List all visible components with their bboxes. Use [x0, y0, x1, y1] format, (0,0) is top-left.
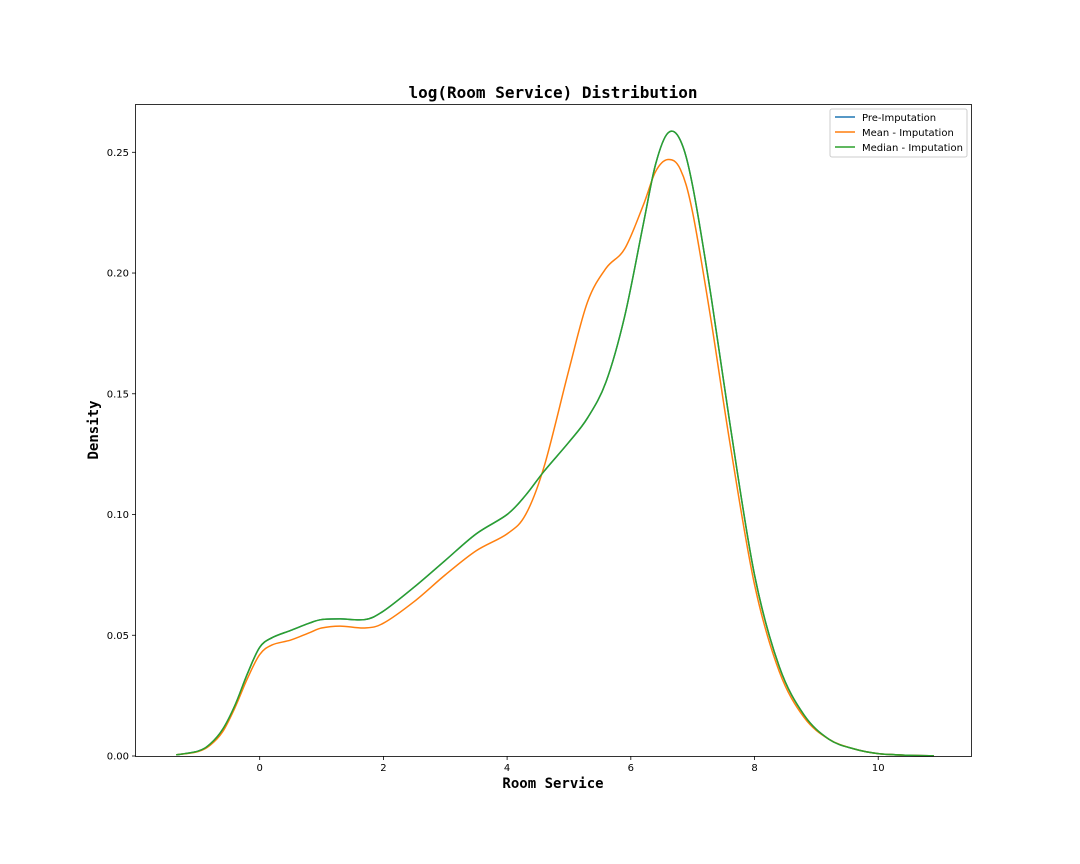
x-tick-label: 10: [872, 763, 885, 774]
chart-title: log(Room Service) Distribution: [409, 83, 698, 102]
y-axis-label: Density: [86, 400, 102, 460]
legend-label-mean-imputation: Mean - Imputation: [862, 128, 954, 139]
plot-area-frame: [135, 104, 972, 757]
y-tick-label: 0.05: [107, 631, 129, 642]
x-tick-label: 0: [257, 763, 263, 774]
series-line-median-imputation: [176, 130, 934, 757]
y-tick-label: 0.10: [107, 510, 129, 521]
y-tick-label: 0.20: [107, 269, 129, 280]
legend-label-median-imputation: Median - Imputation: [862, 143, 963, 154]
y-tick-label: 0.25: [107, 148, 129, 159]
legend: Pre-Imputation Mean - Imputation Median …: [829, 108, 968, 158]
series-layer: [176, 130, 934, 757]
x-axis-label: Room Service: [502, 776, 603, 792]
x-tick-label: 4: [504, 763, 510, 774]
y-tick-label: 0.15: [107, 389, 129, 400]
x-tick-label: 2: [380, 763, 386, 774]
x-tick-label: 8: [751, 763, 757, 774]
series-line-mean-imputation: [176, 158, 934, 757]
legend-label-pre-imputation: Pre-Imputation: [862, 113, 936, 124]
legend-frame: [829, 108, 968, 158]
y-tick-label: 0.00: [107, 752, 129, 763]
x-tick-label: 6: [628, 763, 634, 774]
